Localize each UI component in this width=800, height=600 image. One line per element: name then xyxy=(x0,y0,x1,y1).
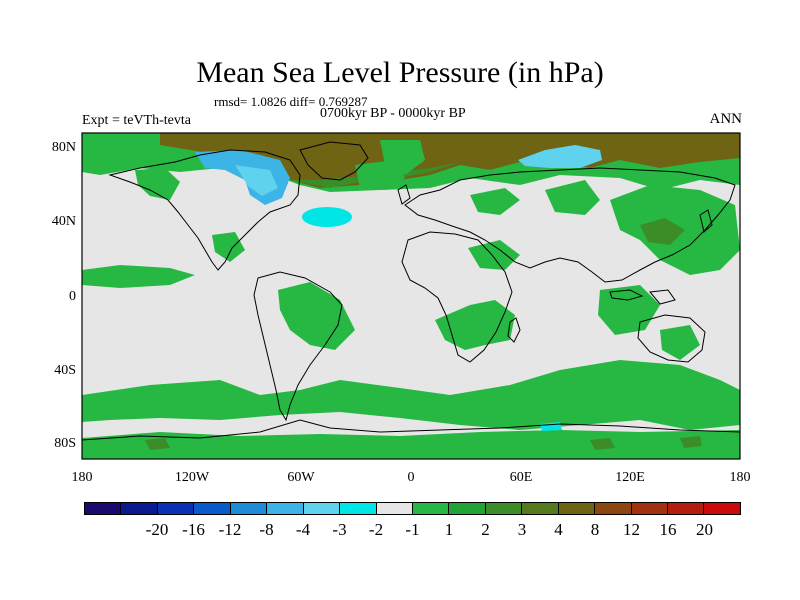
atlantic-negative xyxy=(302,207,352,227)
colorbar-label: -4 xyxy=(295,520,311,539)
coast-eurasia xyxy=(404,167,736,283)
coastlines xyxy=(82,141,740,441)
season-label: ANN xyxy=(709,111,743,127)
asia-olive-core xyxy=(640,218,685,245)
southern-ocean-band xyxy=(82,360,740,430)
coast-madagascar xyxy=(507,317,521,343)
arctic-brown-field xyxy=(160,133,740,188)
pacific-west-patch xyxy=(545,180,600,215)
colorbar-swatch xyxy=(303,503,341,514)
indian-ocean-patch xyxy=(598,285,660,335)
europe-patch xyxy=(470,188,520,215)
colorbar-label: -3 xyxy=(332,520,347,539)
lat-tick-40n: 40N xyxy=(51,214,76,229)
mexico-patch xyxy=(212,232,245,262)
coast-greenland xyxy=(299,141,369,181)
lat-tick-80s: 80S xyxy=(54,436,76,451)
canada-negative-core xyxy=(235,165,278,196)
lon-tick-180e: 180 xyxy=(729,470,751,485)
lon-tick-60w: 60W xyxy=(287,470,315,485)
lon-tick-120e: 120E xyxy=(615,470,645,485)
colorbar-label: -2 xyxy=(368,520,384,539)
colorbar-label: 3 xyxy=(517,520,527,539)
coast-africa xyxy=(401,231,513,363)
period-label: 0700kyr BP - 0000kyr BP xyxy=(320,106,466,121)
lat-tick-40s: 40S xyxy=(54,363,76,378)
lon-tick-180w: 180 xyxy=(71,470,93,485)
colorbar-swatch xyxy=(194,503,231,514)
colorbar-swatch xyxy=(376,503,413,514)
colorbar-swatch xyxy=(668,503,705,514)
colorbar-swatch xyxy=(522,503,559,514)
colorbar-swatch xyxy=(412,503,450,514)
colorbar-swatch xyxy=(595,503,632,514)
colorbar-swatch xyxy=(340,503,377,514)
pacific-tropical-band xyxy=(82,265,195,288)
colorbar-label: -1 xyxy=(405,520,420,539)
colorbar-label: 20 xyxy=(696,520,713,539)
colorbar-label: -12 xyxy=(218,520,242,539)
colorbar-label: 16 xyxy=(659,520,677,539)
lon-tick-0: 0 xyxy=(407,470,415,485)
colorbar-swatch xyxy=(704,503,740,514)
colorbar-label: -20 xyxy=(145,520,169,539)
figure-title: Mean Sea Level Pressure (in hPa) xyxy=(196,56,604,89)
lon-tick-60e: 60E xyxy=(509,470,533,485)
map-field xyxy=(82,133,740,459)
colorbar-label: 8 xyxy=(590,520,600,539)
colorbar-label: -16 xyxy=(182,520,205,539)
colorbar-swatch xyxy=(485,503,523,514)
siberia-negative xyxy=(518,145,602,168)
experiment-label: Expt = teVTh-tevta xyxy=(82,113,191,128)
lon-tick-120w: 120W xyxy=(174,470,210,485)
map-frame xyxy=(81,132,741,460)
pacific-north-patch xyxy=(135,168,180,200)
stats-label: rmsd= 1.0826 diff= 0.769287 xyxy=(214,94,368,109)
north-atlantic-patch xyxy=(355,160,405,190)
coast-japan xyxy=(699,209,713,233)
south-america-patch xyxy=(278,282,355,350)
colorbar-swatch xyxy=(121,503,158,514)
africa-patch xyxy=(435,300,515,350)
coast-antarctica xyxy=(82,419,740,441)
colorbar xyxy=(84,502,741,515)
coast-australia xyxy=(637,314,706,363)
colorbar-label: 4 xyxy=(554,520,563,539)
colorbar-label: 1 xyxy=(444,520,454,539)
colorbar-swatch xyxy=(267,503,304,514)
colorbar-swatch xyxy=(449,503,486,514)
colorbar-label: 12 xyxy=(623,520,640,539)
arabia-patch xyxy=(468,240,520,270)
lat-tick-0: 0 xyxy=(69,289,76,304)
antarctic-band xyxy=(82,430,740,459)
coast-north-america xyxy=(108,149,301,271)
colorbar-swatch xyxy=(631,503,668,514)
colorbar-label: 2 xyxy=(481,520,490,539)
lat-tick-80n: 80N xyxy=(51,140,76,155)
australia-patch xyxy=(660,325,700,360)
coast-indonesia xyxy=(609,289,676,305)
colorbar-swatch xyxy=(85,503,122,514)
coast-uk xyxy=(397,184,411,205)
coast-south-america xyxy=(253,271,343,422)
colorbar-swatch xyxy=(157,503,195,514)
colorbar-label: -8 xyxy=(259,520,274,539)
colorbar-swatch xyxy=(230,503,268,514)
colorbar-swatch xyxy=(558,503,596,514)
